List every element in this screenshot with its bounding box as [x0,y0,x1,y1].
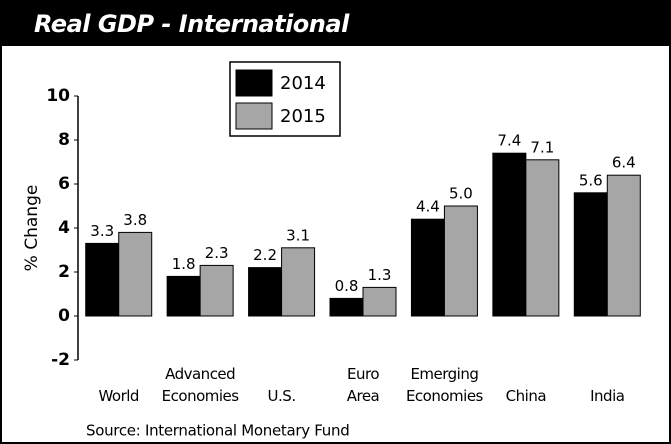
y-tick-label: 0 [58,306,70,326]
value-label: 4.4 [416,198,440,216]
y-tick-label: -2 [51,350,70,370]
source-note: Source: International Monetary Fund [86,422,349,440]
x-tick-label-line: Area [347,387,380,405]
value-label: 5.0 [449,185,473,203]
bar [606,174,641,317]
x-tick-label-line: Euro [347,365,379,383]
x-tick-label-line: World [98,387,139,405]
x-tick-label: Euro Area [347,365,380,405]
legend-swatch [235,102,273,130]
y-tick-label: 8 [58,130,70,150]
x-tick-label: India [590,387,624,405]
x-tick-label: China [506,387,546,405]
bar [281,247,316,317]
value-label: 2.2 [253,246,277,264]
x-tick-label-line: Emerging [410,365,478,383]
y-tick-label: 2 [58,262,70,282]
y-tick-label: 6 [58,174,70,194]
x-tick-label-line: China [506,387,546,405]
value-label: 3.1 [286,226,310,244]
x-tick-label-line: U.S. [268,387,296,405]
chart-title: Real GDP - International [34,10,350,38]
x-tick-label-line: Economies [406,387,484,405]
value-label: 2.3 [205,244,229,262]
bar [573,192,608,317]
legend-swatch [235,69,273,97]
bar [329,297,364,317]
value-label: 5.6 [579,171,603,189]
legend-label: 2015 [280,106,326,127]
value-label: 0.8 [335,277,359,295]
value-label: 1.8 [172,255,196,273]
bar [85,242,120,317]
bar [248,267,283,317]
bar [492,152,527,317]
value-label: 3.3 [90,222,114,240]
bar [118,231,153,317]
x-tick-label-line: Advanced [165,365,235,383]
x-tick-label-line: India [590,387,624,405]
value-label: 3.8 [123,211,147,229]
value-label: 1.3 [368,266,392,284]
bar [362,286,397,317]
value-label: 7.4 [497,132,521,150]
x-tick-label-line: Economies [162,387,240,405]
bar [525,159,560,317]
value-label: 7.1 [530,138,554,156]
x-tick-label: U.S. [268,387,296,405]
y-axis-label: % Change [22,185,42,272]
value-label: 6.4 [612,154,636,172]
y-tick-label: 4 [58,218,70,238]
bar [443,205,478,317]
bar [166,275,201,317]
header-bar [0,0,671,46]
x-tick-label: Advanced Economies [162,365,240,405]
bar [410,218,445,317]
x-tick-label: World [98,387,139,405]
bar [199,264,234,317]
x-tick-label: Emerging Economies [406,365,484,405]
legend-label: 2014 [280,73,326,94]
y-tick-label: 10 [46,86,70,106]
